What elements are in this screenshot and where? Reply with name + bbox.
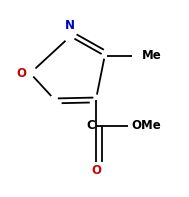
Text: O: O bbox=[91, 164, 101, 177]
Text: O: O bbox=[17, 67, 27, 80]
Text: OMe: OMe bbox=[132, 119, 161, 132]
Text: Me: Me bbox=[142, 49, 162, 62]
Text: N: N bbox=[65, 19, 75, 32]
Text: C: C bbox=[86, 119, 95, 132]
